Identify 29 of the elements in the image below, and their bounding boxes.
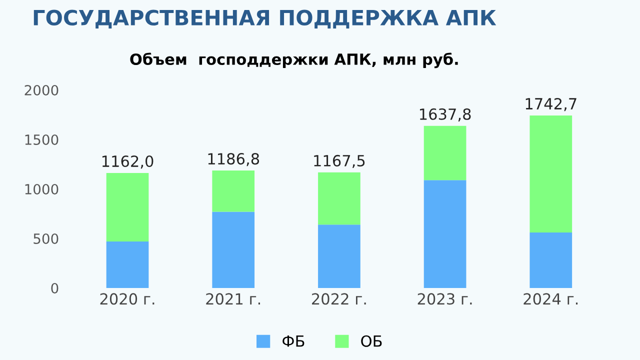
bar	[530, 232, 572, 288]
chart-title: ГОСУДАРСТВЕННАЯ ПОДДЕРЖКА АПК	[34, 10, 496, 28]
bar	[318, 172, 360, 225]
total-label: 1162,0	[102, 155, 154, 169]
legend-label: ФБ	[282, 336, 304, 347]
bar	[212, 170, 255, 212]
y-tick-label: 500	[34, 233, 58, 244]
legend-label: ОБ	[361, 335, 382, 347]
x-tick-label: 2022 г.	[312, 293, 366, 305]
bar	[424, 126, 466, 180]
y-tick-label: 1500	[25, 134, 58, 145]
y-tick-label: 2000	[24, 84, 58, 96]
y-tick-label: 1000	[25, 184, 58, 194]
x-tick-label: 2024 г.	[524, 293, 578, 305]
bar	[424, 180, 466, 288]
x-tick-label: 2021 г.	[206, 293, 260, 305]
x-tick-label: 2020 г.	[100, 293, 154, 305]
total-label: 1186,8	[208, 153, 260, 166]
total-label: 1637,8	[420, 108, 471, 122]
x-tick-label: 2023 г.	[418, 293, 472, 305]
y-tick-label: 0	[51, 282, 58, 294]
bar	[530, 115, 572, 233]
bar	[106, 172, 149, 242]
bar	[318, 224, 360, 288]
chart-subtitle: Объем господдержки АПК, млн руб.	[130, 52, 458, 68]
total-label: 1167,5	[314, 154, 365, 168]
bar	[212, 212, 255, 288]
bar	[106, 241, 149, 288]
total-label: 1742,7	[526, 98, 576, 112]
